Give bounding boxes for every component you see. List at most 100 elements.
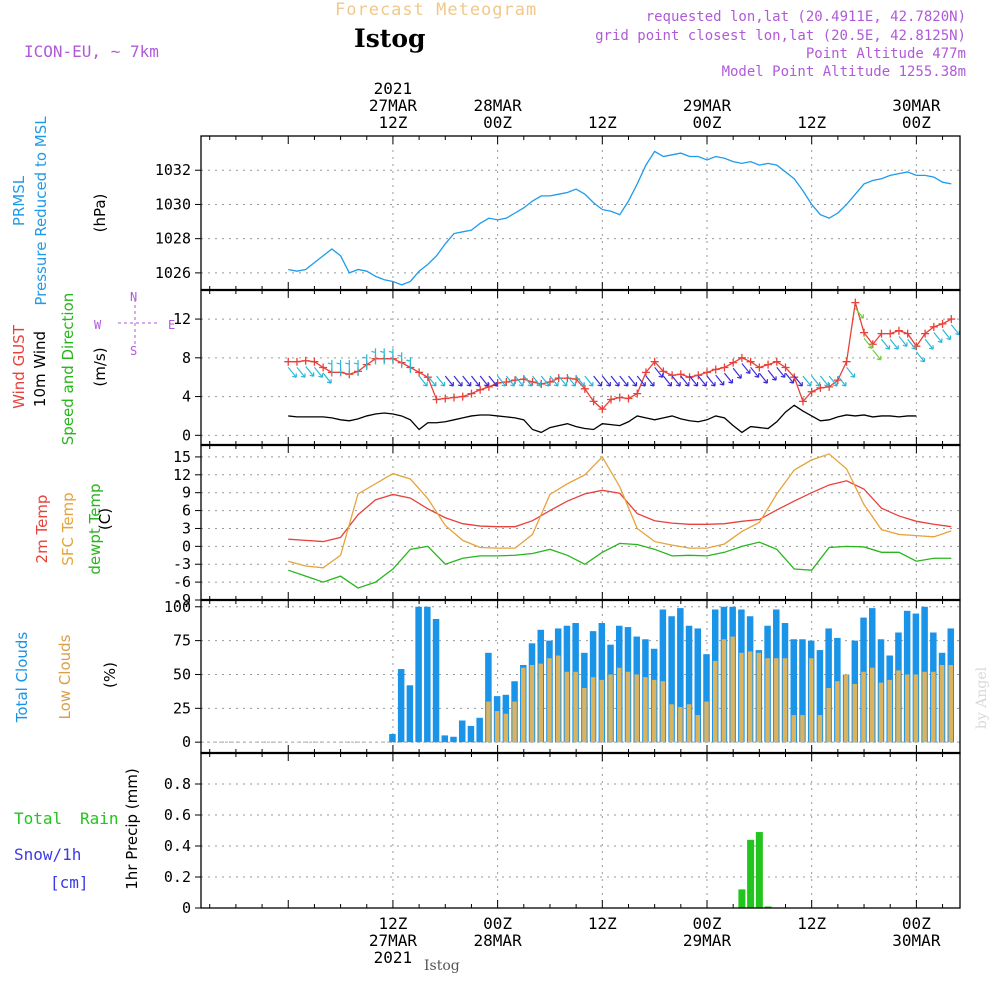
y-tick-label: -3	[173, 555, 191, 573]
low-clouds-bar	[931, 671, 936, 743]
clouds-unit-label: (%)	[101, 662, 119, 688]
total-clouds-bar	[389, 734, 396, 743]
wind-direction-arrow	[863, 337, 873, 349]
low-clouds-bar	[529, 664, 535, 743]
gust-marker	[607, 395, 616, 404]
wind-direction-arrow	[610, 375, 620, 387]
wind-direction-arrow	[689, 375, 699, 387]
wind-direction-arrow	[327, 360, 333, 377]
gust-marker	[563, 374, 572, 383]
wind-direction-arrow	[750, 366, 760, 378]
wind-direction-arrow	[549, 375, 559, 387]
low-clouds-bar	[651, 679, 657, 743]
low-clouds-bar	[774, 658, 779, 743]
time-label-top: 12Z	[378, 113, 407, 132]
wind-direction-arrow	[767, 369, 777, 381]
gust-marker	[319, 363, 328, 372]
time-label-top: 00Z	[693, 113, 722, 132]
y-tick-label: 12	[173, 466, 191, 484]
time-label-top: 29MAR	[683, 96, 732, 115]
gust-marker	[764, 360, 773, 369]
gust-marker	[703, 368, 711, 377]
model-name: ICON-EU, ~ 7km	[24, 42, 159, 61]
gust-marker	[938, 319, 947, 328]
gust-marker	[921, 329, 930, 338]
low-clouds-bar	[617, 667, 622, 743]
time-label-top: 28MAR	[474, 96, 523, 115]
low-clouds-bar	[678, 706, 683, 743]
gust-marker	[842, 357, 851, 366]
wind-direction-arrow	[575, 375, 585, 387]
gust-marker	[580, 384, 589, 393]
gust-marker	[903, 329, 912, 338]
y-tick-label: 0.6	[164, 806, 191, 824]
total-clouds-bar	[694, 628, 702, 743]
panel-frame	[200, 135, 961, 291]
gust-marker	[484, 382, 493, 391]
wind-direction-arrow	[453, 375, 463, 387]
gust-marker	[894, 326, 903, 335]
prmsl-unit-label: (hPa)	[91, 193, 109, 233]
wind-direction-arrow	[933, 332, 943, 344]
y-tick-label: 1028	[155, 230, 191, 248]
gust-label: Wind GUST	[10, 325, 28, 409]
location-title: Istog	[354, 24, 426, 53]
wind-direction-arrow	[723, 372, 734, 384]
time-label-top: 2021	[374, 79, 413, 98]
wind-direction-arrow	[776, 366, 786, 378]
wind-direction-arrow	[523, 375, 533, 387]
wind-direction-arrow	[793, 375, 803, 387]
time-label-bottom: 12Z	[588, 914, 617, 933]
grid-point-coords: grid point closest lon,lat (20.5E, 42.81…	[595, 28, 966, 44]
gust-marker	[432, 395, 441, 404]
low-clouds-bar	[739, 652, 744, 743]
total-clouds-bar	[685, 625, 693, 743]
low-clouds-bar	[486, 701, 491, 743]
wind-direction-arrow	[915, 351, 925, 363]
low-clouds-bar	[835, 681, 840, 743]
low-clouds-bar	[494, 711, 500, 743]
y-tick-label: 50	[173, 665, 191, 683]
low-clouds-bar	[939, 664, 945, 743]
wind-direction-arrow	[942, 329, 952, 341]
rain-bar	[764, 906, 772, 908]
wind-direction-arrow	[828, 375, 838, 387]
sfc-temp-line	[288, 453, 952, 569]
time-label-bottom: 12Z	[378, 914, 407, 933]
gust-marker	[860, 328, 869, 337]
time-label-bottom: 30MAR	[892, 931, 941, 950]
wind-direction-arrow	[388, 348, 394, 365]
total-clouds-bar	[415, 606, 422, 743]
wind-direction-arrow	[436, 375, 446, 387]
y-tick-label: 100	[164, 598, 191, 616]
low-clouds-bar	[904, 674, 910, 743]
product-title: Forecast Meteogram	[335, 0, 538, 20]
low-clouds-bar	[800, 715, 805, 743]
low-clouds-bar	[808, 658, 814, 743]
wind-direction-arrow	[628, 375, 638, 387]
wind-direction-arrow	[345, 360, 350, 377]
low-clouds-bar	[826, 688, 831, 743]
y-tick-label: 1032	[155, 161, 191, 179]
gust-marker	[755, 363, 764, 372]
gust-marker	[641, 368, 650, 377]
wind-direction-arrow	[593, 375, 603, 387]
time-label-bottom: 29MAR	[683, 931, 732, 950]
low-clouds-bar	[948, 664, 954, 743]
gust-marker	[816, 383, 825, 392]
time-label-bottom: 00Z	[693, 914, 722, 933]
low-clouds-bar	[730, 636, 735, 743]
low-clouds-bar	[547, 658, 552, 743]
rain-bar	[747, 839, 755, 908]
watermark: by Angel	[974, 666, 990, 730]
low-clouds-bar	[564, 671, 570, 743]
gust-marker	[292, 357, 301, 366]
low-clouds-bar	[686, 704, 692, 743]
total-clouds-bar	[790, 639, 797, 743]
rain-bar	[755, 832, 763, 908]
gust-marker	[467, 389, 476, 398]
wind-direction-arrow	[898, 335, 908, 347]
y-tick-label: 0	[182, 537, 191, 555]
wind-direction-arrow	[444, 375, 454, 387]
gust-marker	[781, 363, 790, 372]
